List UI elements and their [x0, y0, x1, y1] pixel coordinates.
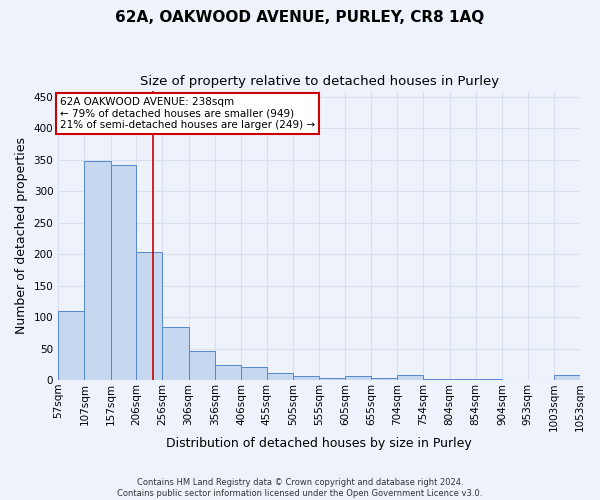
Bar: [241, 367, 266, 380]
Bar: [371, 378, 397, 380]
Bar: [215, 365, 241, 380]
Bar: [188, 351, 215, 380]
Bar: [85, 161, 110, 380]
Text: 62A, OAKWOOD AVENUE, PURLEY, CR8 1AQ: 62A, OAKWOOD AVENUE, PURLEY, CR8 1AQ: [115, 10, 485, 25]
Bar: [136, 252, 163, 380]
Bar: [163, 326, 188, 380]
Y-axis label: Number of detached properties: Number of detached properties: [15, 137, 28, 334]
Bar: [554, 375, 580, 380]
Bar: [319, 378, 345, 380]
Bar: [110, 166, 136, 380]
Text: 62A OAKWOOD AVENUE: 238sqm
← 79% of detached houses are smaller (949)
21% of sem: 62A OAKWOOD AVENUE: 238sqm ← 79% of deta…: [60, 97, 315, 130]
Bar: [266, 373, 293, 380]
Bar: [345, 376, 371, 380]
X-axis label: Distribution of detached houses by size in Purley: Distribution of detached houses by size …: [166, 437, 472, 450]
Bar: [293, 376, 319, 380]
Title: Size of property relative to detached houses in Purley: Size of property relative to detached ho…: [140, 75, 499, 88]
Bar: [58, 311, 85, 380]
Text: Contains HM Land Registry data © Crown copyright and database right 2024.
Contai: Contains HM Land Registry data © Crown c…: [118, 478, 482, 498]
Bar: [397, 375, 424, 380]
